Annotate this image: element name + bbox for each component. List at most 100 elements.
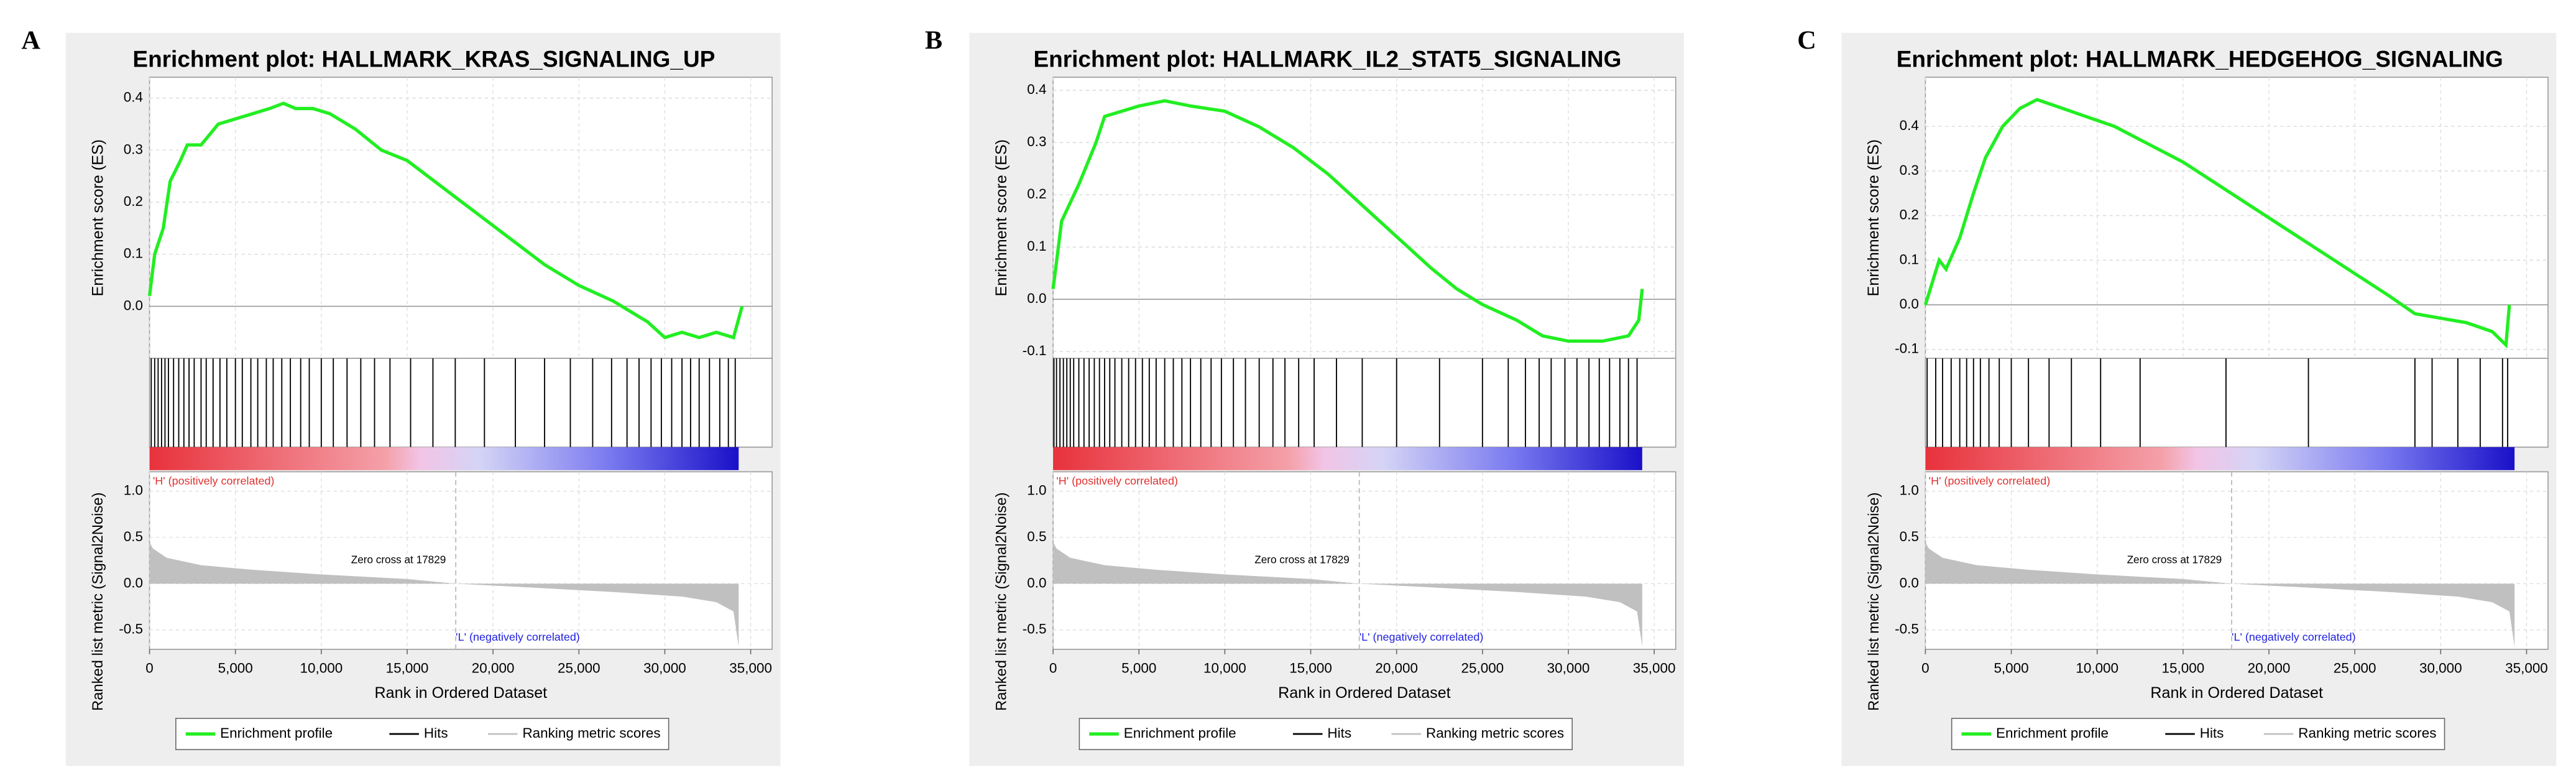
y-tick-label: 0.4	[1027, 81, 1046, 97]
y2-tick-label: 1.0	[1027, 483, 1046, 498]
y-tick-label: 0.1	[124, 246, 143, 261]
x-tick-label: 25,000	[558, 661, 600, 676]
y-tick-label: 0.0	[1027, 290, 1046, 306]
y2-axis-label: Ranked list metric (Signal2Noise)	[90, 493, 106, 711]
zero-cross-label: Zero cross at 17829	[351, 554, 446, 566]
y-tick-label: -0.1	[1023, 343, 1047, 358]
enrichment-line	[1051, 99, 1644, 343]
x-tick-label: 35,000	[1633, 661, 1676, 676]
legend-box	[1079, 718, 1573, 750]
legend-box	[175, 718, 669, 750]
y2-tick-label: 1.0	[124, 483, 143, 498]
legend-label: Enrichment profile	[220, 725, 333, 741]
y-tick-label: 0.0	[1900, 296, 1919, 312]
es-pane	[149, 77, 773, 359]
y-tick-label: 0.2	[1900, 207, 1919, 223]
x-tick-label: 5,000	[1121, 661, 1156, 676]
y-tick-label: 0.4	[124, 90, 143, 105]
x-tick-label: 30,000	[2419, 661, 2462, 676]
enrichment-line	[147, 101, 744, 340]
y2-tick-label: 0.0	[1027, 575, 1046, 590]
x-tick-label: 35,000	[2505, 661, 2548, 676]
y-tick-label: 0.2	[124, 193, 143, 209]
x-tick-label: 10,000	[1203, 661, 1246, 676]
legend-label: Enrichment profile	[1996, 725, 2109, 741]
x-tick-label: 25,000	[1461, 661, 1504, 676]
x-tick-label: 30,000	[1547, 661, 1590, 676]
y-tick-label: -0.1	[1895, 341, 1919, 356]
y2-tick-label: 0.5	[1027, 529, 1046, 544]
y-tick-label: 0.0	[124, 297, 143, 313]
chart-title: Enrichment plot: HALLMARK_HEDGEHOG_SIGNA…	[1897, 47, 2503, 72]
y2-tick-label: -0.5	[1023, 621, 1047, 637]
color-bar	[149, 447, 739, 470]
legend-label: Ranking metric scores	[522, 725, 660, 741]
es-pane	[1052, 77, 1677, 359]
positive-label: 'H' (positively correlated)	[1056, 475, 1178, 487]
hits-pane	[1925, 358, 2549, 448]
color-bar	[1053, 447, 1642, 470]
x-tick-label: 20,000	[1375, 661, 1418, 676]
y2-tick-label: 1.0	[1900, 483, 1919, 498]
legend-label: Ranking metric scores	[1426, 725, 1564, 741]
x-tick-label: 15,000	[2162, 661, 2205, 676]
y2-tick-label: -0.5	[1895, 621, 1919, 637]
x-axis-label: Rank in Ordered Dataset	[2150, 684, 2323, 702]
enrichment-line	[1923, 98, 2511, 349]
zero-cross-label: Zero cross at 17829	[2127, 554, 2222, 566]
y-tick-label: 0.4	[1900, 118, 1919, 133]
x-tick-label: 30,000	[643, 661, 686, 676]
y-axis-label: Enrichment score (ES)	[89, 139, 106, 296]
x-tick-label: 35,000	[729, 661, 772, 676]
legend-label: Hits	[2200, 725, 2224, 741]
x-tick-label: 15,000	[386, 661, 429, 676]
chart-title: Enrichment plot: HALLMARK_IL2_STAT5_SIGN…	[1033, 47, 1621, 72]
legend-label: Ranking metric scores	[2298, 725, 2436, 741]
x-tick-label: 15,000	[1289, 661, 1332, 676]
rank-pane	[1925, 471, 2549, 650]
legend-box	[1951, 718, 2445, 750]
panel-label: C	[1797, 26, 1816, 55]
panel-label: A	[21, 26, 40, 55]
y-tick-label: 0.1	[1900, 251, 1919, 267]
positive-label: 'H' (positively correlated)	[153, 475, 275, 487]
y2-tick-label: 0.0	[1900, 575, 1919, 590]
x-tick-label: 0	[145, 661, 154, 676]
x-tick-label: 10,000	[2076, 661, 2118, 676]
legend-label: Hits	[1327, 725, 1351, 741]
negative-label: 'L' (negatively correlated)	[2232, 631, 2356, 643]
legend-label: Enrichment profile	[1124, 725, 1236, 741]
x-tick-label: 20,000	[2248, 661, 2291, 676]
x-tick-label: 5,000	[1994, 661, 2028, 676]
rank-pane	[1052, 471, 1677, 650]
y2-tick-label: 0.5	[124, 529, 143, 544]
negative-label: 'L' (negatively correlated)	[456, 631, 580, 643]
negative-label: 'L' (negatively correlated)	[1359, 631, 1484, 643]
rank-pane	[149, 471, 773, 650]
legend-label: Hits	[424, 725, 448, 741]
x-tick-label: 5,000	[218, 661, 253, 676]
hits-pane	[149, 358, 773, 448]
y-tick-label: 0.3	[1027, 134, 1046, 149]
x-tick-label: 0	[1921, 661, 1929, 676]
x-axis-label: Rank in Ordered Dataset	[375, 684, 548, 702]
y-axis-label: Enrichment score (ES)	[993, 139, 1010, 296]
y-tick-label: 0.2	[1027, 186, 1046, 202]
y2-axis-label: Ranked list metric (Signal2Noise)	[1865, 493, 1882, 711]
zero-cross-label: Zero cross at 17829	[1254, 554, 1350, 566]
es-pane	[1925, 77, 2549, 359]
x-tick-label: 20,000	[472, 661, 515, 676]
x-tick-label: 0	[1049, 661, 1057, 676]
y2-tick-label: 0.5	[1900, 529, 1919, 544]
x-axis-label: Rank in Ordered Dataset	[1278, 684, 1451, 702]
chart-title: Enrichment plot: HALLMARK_KRAS_SIGNALING…	[132, 47, 715, 72]
hits-pane	[1052, 358, 1677, 448]
y-tick-label: 0.3	[124, 141, 143, 157]
y2-axis-label: Ranked list metric (Signal2Noise)	[993, 493, 1010, 711]
y2-tick-label: 0.0	[124, 575, 143, 590]
panel-label: B	[925, 26, 942, 55]
x-tick-label: 10,000	[300, 661, 343, 676]
y-tick-label: 0.1	[1027, 238, 1046, 254]
x-tick-label: 25,000	[2334, 661, 2376, 676]
